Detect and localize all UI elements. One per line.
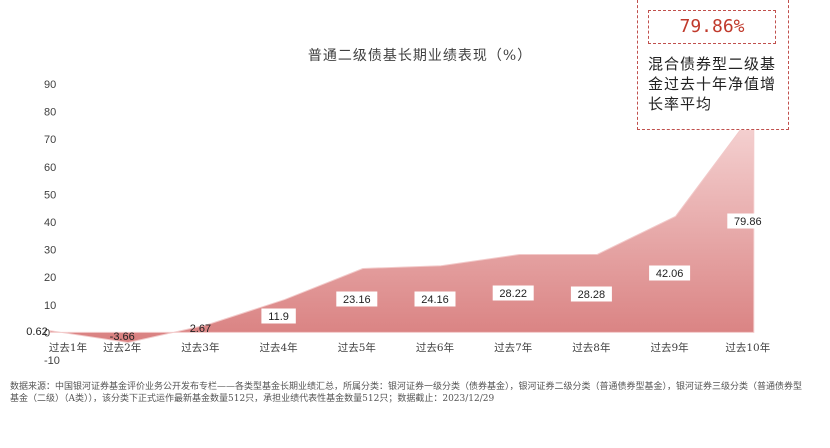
- x-tick-label: 过去5年: [338, 341, 376, 354]
- callout-value: 79.86%: [648, 10, 776, 44]
- data-label-box: [261, 308, 296, 324]
- x-axis: 过去1年 过去2年 过去3年 过去4年 过去5年 过去6年 过去7年 过去8年 过去9年 过去10…: [49, 341, 770, 354]
- y-tick-label: 0: [44, 327, 50, 339]
- data-label: 28.28: [578, 289, 606, 301]
- y-axis: 90 80 70 60 50 40 30 20 10 0 -10: [44, 79, 60, 367]
- data-label: 79.86: [734, 216, 762, 228]
- data-label: 28.22: [499, 288, 527, 300]
- data-label: 23.16: [343, 294, 371, 306]
- x-tick-label: 过去3年: [181, 341, 219, 354]
- data-label-box: [414, 291, 456, 307]
- y-tick-label: 30: [44, 245, 56, 257]
- data-labels: 0.62 -3.66 2.67 11.9 23.16 24.16 28.22 28.28 42.…: [26, 213, 769, 343]
- y-tick-label: 60: [44, 162, 56, 174]
- data-label: 24.16: [421, 294, 449, 306]
- y-tick-label: 10: [44, 300, 56, 312]
- data-label-box: [492, 285, 534, 301]
- y-tick-label: -10: [44, 355, 60, 367]
- chart-title: 普通二级债基长期业绩表现（%）: [307, 48, 533, 64]
- data-label: 42.06: [656, 268, 684, 280]
- x-tick-label: 过去9年: [651, 341, 689, 354]
- data-label: -3.66: [110, 331, 135, 343]
- callout-box: 79.86% 混合债券型二级基金过去十年净值增长率平均: [637, 0, 789, 130]
- data-label-box: [570, 286, 612, 302]
- area-series: [49, 110, 755, 344]
- y-tick-label: 70: [44, 134, 56, 146]
- y-tick-label: 40: [44, 217, 56, 229]
- x-tick-label: 过去6年: [416, 341, 454, 354]
- data-label: 2.67: [190, 323, 211, 335]
- y-tick-label: 90: [44, 79, 56, 91]
- x-tick-label: 过去2年: [103, 341, 141, 354]
- x-tick-label: 过去1年: [49, 341, 87, 354]
- x-tick-label: 过去10年: [725, 341, 770, 354]
- y-tick-label: 20: [44, 272, 56, 284]
- data-label-box: [727, 213, 769, 229]
- callout-text: 混合债券型二级基金过去十年净值增长率平均: [648, 55, 777, 113]
- y-tick-label: 80: [44, 107, 56, 119]
- x-tick-label: 过去7年: [494, 341, 532, 354]
- y-tick-label: 50: [44, 189, 56, 201]
- data-source-note: 数据来源：中国银河证券基金评价业务公开发布专栏——各类型基金长期业绩汇总，所属分…: [10, 382, 803, 404]
- x-tick-label: 过去4年: [260, 341, 298, 354]
- x-tick-label: 过去8年: [572, 341, 610, 354]
- data-label: 0.62: [26, 326, 47, 338]
- data-label-box: [649, 265, 691, 281]
- data-label-box: [336, 291, 378, 307]
- area-fill: [49, 110, 755, 344]
- data-label: 11.9: [268, 311, 289, 323]
